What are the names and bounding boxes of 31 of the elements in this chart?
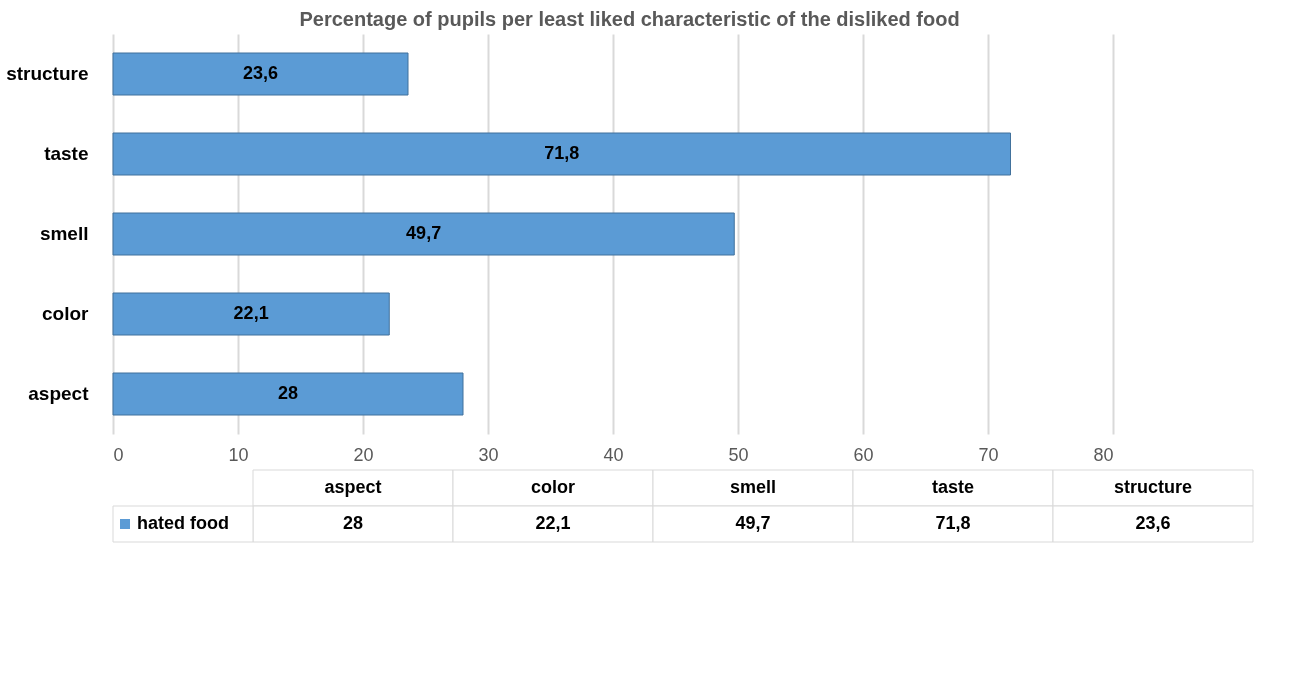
text: 22,1 bbox=[535, 513, 571, 533]
text: 28 bbox=[342, 513, 364, 533]
x-tick-label: 60 bbox=[853, 444, 874, 465]
x-tick-label: 50 bbox=[728, 444, 749, 465]
legend-label: hated food bbox=[137, 513, 229, 533]
category-label: structure bbox=[1113, 477, 1193, 497]
x-tick-label: 80 bbox=[1093, 444, 1114, 465]
x-tick-label: 10 bbox=[228, 444, 249, 465]
text: 71,8 bbox=[935, 513, 971, 533]
data-label: 71,8 bbox=[544, 143, 580, 163]
category-label: aspect bbox=[324, 477, 382, 497]
y-tick-label: color bbox=[42, 303, 90, 324]
y-tick-label: structure bbox=[6, 63, 89, 84]
data-label: 22,1 bbox=[233, 303, 269, 323]
category-label: color bbox=[530, 477, 576, 497]
data-label: 23,6 bbox=[242, 63, 279, 83]
x-tick-label: 40 bbox=[603, 444, 624, 465]
x-tick-label: 20 bbox=[353, 444, 374, 465]
x-tick-label: 30 bbox=[478, 444, 499, 465]
y-tick-label: smell bbox=[39, 223, 89, 244]
data-label: 28 bbox=[277, 383, 299, 403]
data-label: 49,7 bbox=[406, 223, 442, 243]
text: 23,6 bbox=[1135, 513, 1171, 533]
chart-title: Percentage of pupils per least liked characteristic of the disliked food bbox=[299, 8, 960, 30]
x-tick-label: 0 bbox=[113, 444, 124, 465]
text: 49,7 bbox=[735, 513, 771, 533]
x-tick-label: 70 bbox=[978, 444, 999, 465]
y-tick-label: aspect bbox=[28, 383, 90, 404]
category-label: smell bbox=[729, 477, 777, 497]
category-label: taste bbox=[931, 477, 975, 497]
y-tick-label: taste bbox=[44, 143, 89, 164]
